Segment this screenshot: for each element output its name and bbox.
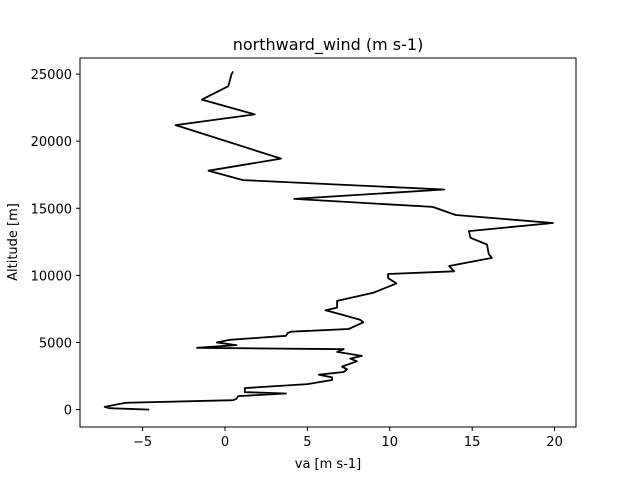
y-tick-label: 25000: [31, 68, 72, 83]
plot-frame: [79, 57, 577, 428]
y-axis: 0 5000 10000 15000 20000 25000: [31, 68, 80, 419]
chart-title: northward_wind (m s-1): [233, 35, 424, 55]
y-tick-label: 10000: [31, 269, 72, 284]
x-tick-label: 10: [382, 435, 399, 450]
x-tick-label: 0: [221, 435, 229, 450]
x-axis: −5 0 5 10 15 20: [133, 427, 563, 450]
x-tick-label: 20: [546, 435, 563, 450]
x-tick-label: −5: [133, 435, 152, 450]
y-tick-label: 5000: [39, 336, 72, 351]
y-tick-label: 0: [64, 404, 72, 419]
y-axis-label: Altitude [m]: [6, 203, 21, 281]
x-tick-label: 5: [303, 435, 311, 450]
y-tick-label: 20000: [31, 135, 72, 150]
x-tick-label: 15: [464, 435, 481, 450]
x-axis-label: va [m s-1]: [295, 457, 361, 472]
y-tick-label: 15000: [31, 202, 72, 217]
plot-series: [103, 70, 554, 411]
series-line: [103, 70, 554, 411]
